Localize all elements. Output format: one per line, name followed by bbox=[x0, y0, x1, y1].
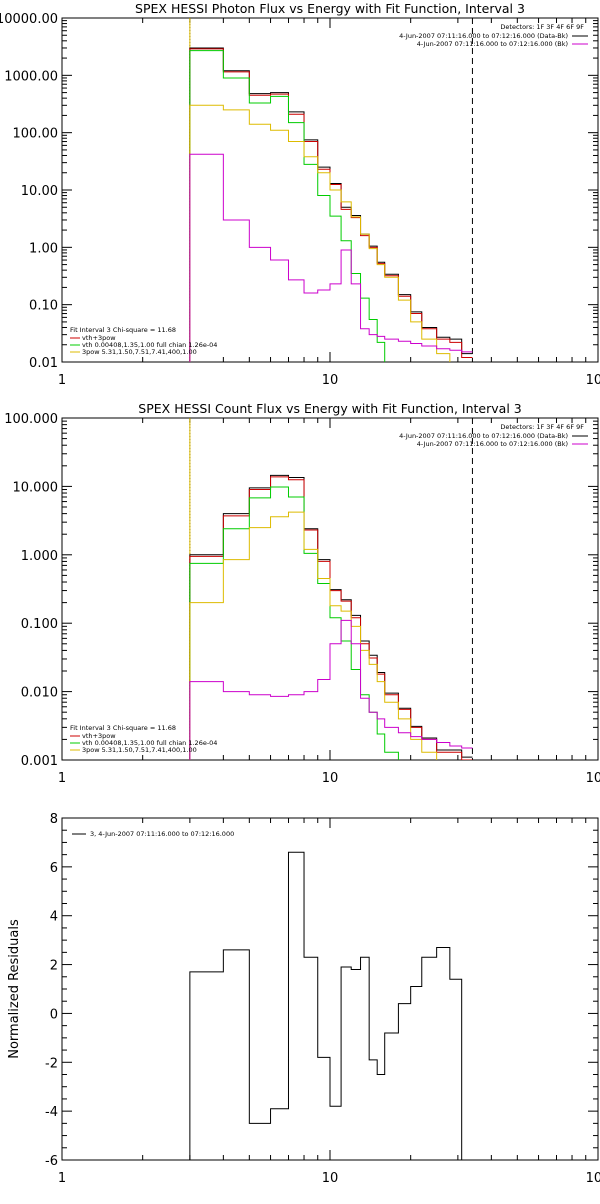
x-tick-label: 1 bbox=[58, 373, 66, 388]
fit-legend-label: 3pow 5.31,1.50,7.51,7.41,400,1.00 bbox=[82, 746, 197, 754]
series-data-bk-line bbox=[189, 47, 473, 362]
fit-legend-label: vth+3pow bbox=[82, 732, 116, 740]
y-tick-label: 4 bbox=[50, 910, 58, 925]
series-3pow-line bbox=[189, 511, 438, 760]
x-tick-label: 1 bbox=[58, 1171, 66, 1186]
chart-title: SPEX HESSI Count Flux vs Energy with Fit… bbox=[138, 401, 521, 416]
x-tick-label: 100 bbox=[586, 1171, 600, 1186]
x-tick-label: 100 bbox=[586, 373, 600, 388]
y-tick-label: 1.000 bbox=[21, 549, 58, 564]
series-bk-line bbox=[189, 153, 473, 362]
detector-text: Detectors: 1F 3F 4F 6F 9F bbox=[500, 423, 584, 431]
y-tick-label: 0.01 bbox=[29, 356, 58, 371]
y-tick-label: -2 bbox=[45, 1056, 58, 1071]
y-tick-label: -6 bbox=[45, 1154, 58, 1169]
legend-entry-label: 4-Jun-2007 07:11:16.000 to 07:12:16.000 … bbox=[417, 440, 568, 448]
y-tick-label: 0.100 bbox=[21, 617, 58, 632]
y-tick-label: -4 bbox=[45, 1105, 58, 1120]
fit-legend-label: vth 0.00408,1.35,1.00 full chian 1.26e-0… bbox=[82, 341, 217, 349]
plot-frame-3 bbox=[61, 817, 599, 1161]
fit-legend-label: vth 0.00408,1.35,1.00 full chian 1.26e-0… bbox=[82, 739, 217, 747]
legend-entry-label: 3, 4-Jun-2007 07:11:16.000 to 07:12:16.0… bbox=[90, 830, 234, 838]
y-tick-label: 10000.00 bbox=[0, 12, 58, 27]
legend-entry-label: 4-Jun-2007 07:11:16.000 to 07:12:16.000 … bbox=[399, 32, 568, 40]
chart-title: SPEX HESSI Photon Flux vs Energy with Fi… bbox=[135, 1, 525, 16]
fit-info-text: Fit Interval 3 Chi-square = 11.68 bbox=[70, 724, 176, 732]
y-tick-label: 6 bbox=[50, 861, 58, 876]
y-tick-label: 0.10 bbox=[29, 299, 58, 314]
x-tick-label: 10 bbox=[322, 1171, 339, 1186]
series-3-4-jun-2007-07-11-16-000-to-07-12-16-000-line bbox=[189, 851, 473, 1160]
series-bk-line bbox=[189, 619, 473, 760]
legend-entry-label: 4-Jun-2007 07:11:16.000 to 07:12:16.000 … bbox=[399, 432, 568, 440]
y-tick-label: 10.00 bbox=[21, 184, 58, 199]
fit-legend-label: vth+3pow bbox=[82, 334, 116, 342]
y-tick-label: 100.000 bbox=[4, 412, 58, 427]
y-tick-label: 100.00 bbox=[13, 127, 59, 142]
series-vth-line bbox=[189, 50, 386, 362]
y-tick-label: 0 bbox=[50, 1007, 58, 1022]
fit-info-text: Fit Interval 3 Chi-square = 11.68 bbox=[70, 326, 176, 334]
series-vth-3pow-line bbox=[189, 476, 473, 760]
series-3pow-line bbox=[189, 104, 451, 362]
y-tick-label: 8 bbox=[50, 812, 58, 827]
y-tick-label: 0.010 bbox=[21, 686, 58, 701]
y-tick-label: 2 bbox=[50, 959, 58, 974]
series-vth-line bbox=[189, 486, 399, 760]
legend-entry-label: 4-Jun-2007 07:11:16.000 to 07:12:16.000 … bbox=[417, 40, 568, 48]
x-tick-label: 1 bbox=[58, 771, 66, 786]
detector-text: Detectors: 1F 3F 4F 6F 9F bbox=[500, 23, 584, 31]
series-vth-3pow-line bbox=[189, 48, 473, 362]
y-tick-label: 1000.00 bbox=[4, 69, 58, 84]
fit-legend-label: 3pow 5.31,1.50,7.51,7.41,400,1.00 bbox=[82, 348, 197, 356]
y-tick-label: 0.001 bbox=[21, 754, 58, 769]
y-tick-label: 1.00 bbox=[29, 241, 58, 256]
x-tick-label: 100 bbox=[586, 771, 600, 786]
x-tick-label: 10 bbox=[322, 771, 339, 786]
y-tick-label: 10.000 bbox=[13, 480, 59, 495]
y-axis-label: Normalized Residuals bbox=[7, 919, 22, 1059]
x-tick-label: 10 bbox=[322, 373, 339, 388]
